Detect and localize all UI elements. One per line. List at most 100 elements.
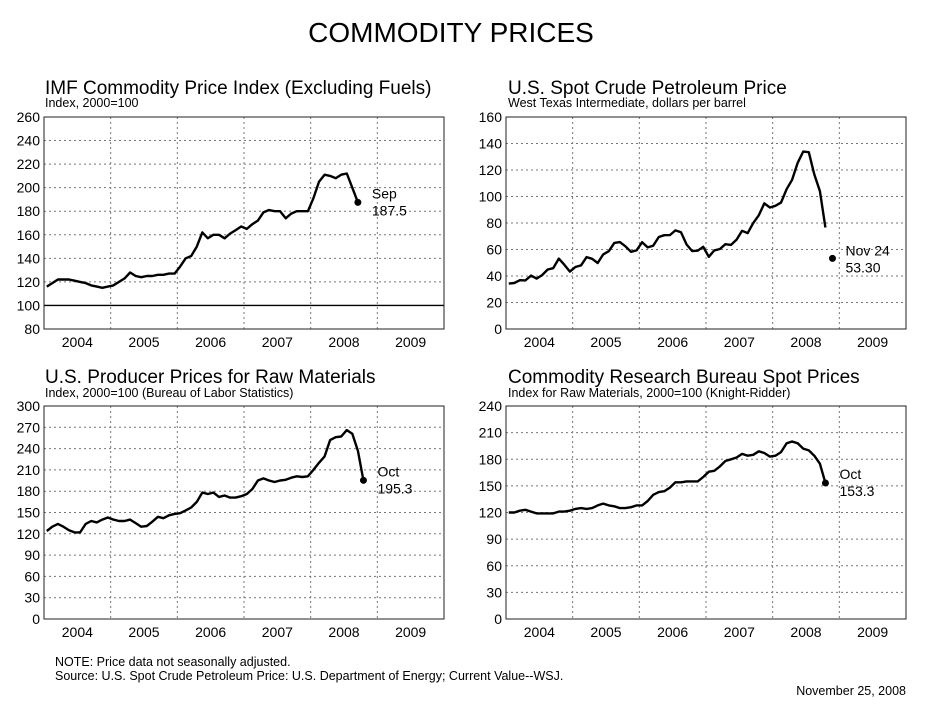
y-tick-label: 60: [486, 558, 502, 574]
chart-subtitle: West Texas Intermediate, dollars per bar…: [508, 96, 746, 110]
chart-panel: IMF Commodity Price Index (Excluding Fue…: [17, 78, 445, 350]
series-line: [508, 440, 827, 515]
y-tick-label: 40: [486, 268, 502, 284]
series-line: [46, 428, 365, 534]
y-tick-label: 0: [494, 321, 502, 337]
y-tick-label: 30: [486, 584, 502, 600]
y-tick-label: 0: [32, 611, 40, 627]
y-tick-label: 210: [479, 425, 503, 441]
last-point-value: 187.5: [372, 202, 407, 218]
x-tick-label: 2005: [128, 334, 159, 350]
y-tick-label: 180: [17, 203, 41, 219]
chart-panel: U.S. Producer Prices for Raw MaterialsIn…: [17, 367, 445, 640]
x-tick-label: 2006: [657, 334, 688, 350]
x-tick-label: 2004: [524, 624, 555, 640]
note-text: NOTE: Price data not seasonally adjusted…: [55, 655, 291, 669]
series-line: [508, 150, 827, 285]
x-tick-label: 2005: [128, 624, 159, 640]
y-tick-label: 240: [479, 398, 503, 414]
chart-subtitle: Index, 2000=100 (Bureau of Labor Statist…: [45, 386, 293, 400]
y-tick-label: 200: [17, 180, 41, 196]
series-line: [46, 172, 360, 289]
y-tick-label: 120: [17, 274, 41, 290]
y-tick-label: 180: [17, 483, 41, 499]
chart-title: U.S. Producer Prices for Raw Materials: [45, 367, 376, 388]
date-text: November 25, 2008: [796, 684, 906, 698]
x-tick-label: 2006: [657, 624, 688, 640]
chart-title: IMF Commodity Price Index (Excluding Fue…: [45, 78, 431, 99]
y-tick-label: 210: [17, 462, 41, 478]
last-point-value: 195.3: [377, 480, 412, 496]
y-tick-label: 100: [17, 297, 41, 313]
y-tick-label: 80: [486, 215, 502, 231]
x-tick-label: 2007: [262, 624, 293, 640]
y-tick-label: 20: [486, 295, 502, 311]
y-tick-label: 160: [17, 227, 41, 243]
y-tick-label: 0: [494, 611, 502, 627]
x-tick-label: 2008: [790, 334, 821, 350]
y-tick-label: 30: [24, 590, 40, 606]
x-tick-label: 2009: [395, 624, 426, 640]
x-tick-label: 2004: [62, 334, 93, 350]
plot-frame: [505, 405, 907, 620]
y-tick-label: 150: [479, 478, 503, 494]
x-tick-label: 2005: [590, 624, 621, 640]
last-point-marker: [821, 479, 829, 487]
y-tick-label: 220: [17, 156, 41, 172]
y-tick-label: 60: [24, 568, 40, 584]
x-tick-label: 2004: [524, 334, 555, 350]
plot-frame: [43, 116, 445, 330]
y-tick-label: 90: [486, 531, 502, 547]
y-tick-label: 90: [24, 547, 40, 563]
last-point-label: Oct: [377, 463, 399, 479]
plot-frame: [505, 116, 907, 330]
y-tick-label: 150: [17, 505, 41, 521]
y-tick-label: 260: [17, 109, 41, 125]
x-tick-label: 2007: [724, 334, 755, 350]
chart-title: U.S. Spot Crude Petroleum Price: [508, 78, 787, 99]
last-point-value: 53.30: [845, 259, 880, 275]
chart-subtitle: Index for Raw Materials, 2000=100 (Knigh…: [508, 386, 790, 400]
plot-frame: [43, 405, 445, 620]
last-point-label: Nov 24: [845, 242, 890, 258]
x-tick-label: 2008: [790, 624, 821, 640]
chart-title: Commodity Research Bureau Spot Prices: [508, 367, 860, 388]
x-tick-label: 2008: [328, 624, 359, 640]
x-tick-label: 2006: [195, 334, 226, 350]
y-tick-label: 240: [17, 133, 41, 149]
last-point-marker: [354, 198, 362, 206]
y-tick-label: 240: [17, 441, 41, 457]
chart-subtitle: Index, 2000=100: [45, 96, 139, 110]
y-tick-label: 80: [24, 321, 40, 337]
main-title: COMMODITY PRICES: [308, 17, 594, 48]
charts: IMF Commodity Price Index (Excluding Fue…: [17, 78, 907, 640]
source-text: Source: U.S. Spot Crude Petroleum Price:…: [55, 669, 563, 683]
last-point-marker: [359, 476, 367, 484]
x-tick-label: 2004: [62, 624, 93, 640]
y-tick-label: 100: [479, 189, 503, 205]
y-tick-label: 180: [479, 451, 503, 467]
x-tick-label: 2009: [857, 334, 888, 350]
last-point-value: 153.3: [839, 483, 874, 499]
x-tick-label: 2009: [857, 624, 888, 640]
y-tick-label: 120: [17, 526, 41, 542]
y-tick-label: 270: [17, 419, 41, 435]
x-tick-label: 2005: [590, 334, 621, 350]
y-tick-label: 140: [17, 250, 41, 266]
last-point-label: Oct: [839, 466, 861, 482]
y-tick-label: 120: [479, 162, 503, 178]
last-point-marker: [828, 254, 836, 262]
last-point-label: Sep: [372, 185, 397, 201]
y-tick-label: 60: [486, 242, 502, 258]
y-tick-label: 120: [479, 505, 503, 521]
x-tick-label: 2007: [724, 624, 755, 640]
y-tick-label: 300: [17, 398, 41, 414]
x-tick-label: 2006: [195, 624, 226, 640]
y-tick-label: 140: [479, 136, 503, 152]
x-tick-label: 2009: [395, 334, 426, 350]
x-tick-label: 2007: [262, 334, 293, 350]
x-tick-label: 2008: [328, 334, 359, 350]
y-tick-label: 160: [479, 109, 503, 125]
